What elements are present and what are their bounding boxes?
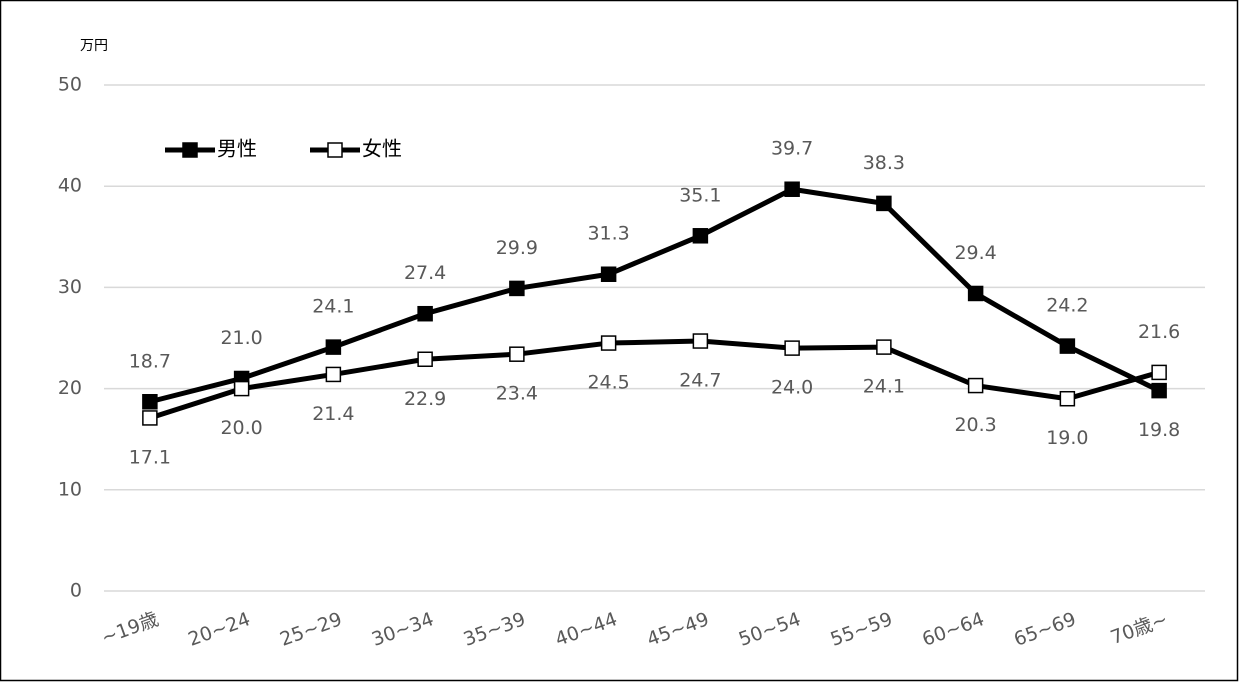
marker — [876, 339, 892, 355]
marker — [509, 280, 525, 297]
marker — [142, 410, 158, 426]
y-tick-label: 30 — [58, 276, 82, 298]
data-label: 17.1 — [129, 446, 171, 468]
data-label: 19.8 — [1138, 419, 1180, 441]
marker — [692, 333, 709, 349]
data-label: 20.0 — [220, 417, 262, 439]
data-label: 24.7 — [679, 370, 721, 392]
data-label: 35.1 — [679, 184, 721, 206]
marker — [1059, 338, 1076, 354]
data-label: 24.1 — [312, 296, 354, 318]
data-label: 18.7 — [129, 350, 171, 372]
y-tick-label: 20 — [58, 377, 82, 399]
y-tick-label: 40 — [58, 175, 82, 197]
y-unit: 万円 — [80, 38, 108, 54]
data-label: 21.4 — [312, 403, 354, 425]
marker — [509, 346, 525, 362]
data-label: 21.6 — [1138, 321, 1180, 343]
data-label: 38.3 — [863, 152, 905, 174]
marker — [692, 228, 709, 244]
data-label: 24.1 — [863, 376, 905, 398]
marker — [1151, 364, 1167, 381]
data-label: 24.5 — [587, 372, 629, 394]
data-label: 27.4 — [404, 262, 446, 284]
data-label: 39.7 — [771, 138, 813, 160]
legend-label: 女性 — [362, 137, 402, 161]
y-tick-label: 0 — [70, 580, 82, 602]
marker — [967, 377, 984, 394]
data-label: 24.0 — [771, 377, 813, 399]
marker — [325, 366, 342, 383]
data-label: 29.4 — [954, 242, 996, 264]
marker — [600, 266, 617, 282]
marker — [1059, 390, 1076, 407]
series-line — [149, 186, 1161, 405]
data-label: 22.9 — [404, 388, 446, 410]
legend-marker — [327, 142, 343, 158]
marker — [325, 339, 342, 355]
marker — [876, 195, 892, 212]
marker — [417, 305, 433, 322]
marker — [784, 181, 800, 197]
y-tick-label: 50 — [58, 74, 82, 96]
data-label: 23.4 — [496, 383, 538, 405]
data-label: 21.0 — [220, 327, 262, 349]
data-label: 29.9 — [496, 237, 538, 259]
series-line — [149, 338, 1160, 421]
y-tick-label: 10 — [58, 478, 82, 500]
marker — [233, 380, 250, 397]
data-label: 19.0 — [1046, 427, 1088, 449]
legend-label: 男性 — [217, 137, 257, 161]
marker — [967, 285, 984, 302]
data-label: 20.3 — [954, 414, 996, 436]
marker — [142, 394, 158, 410]
marker — [1151, 382, 1167, 399]
data-label: 24.2 — [1046, 295, 1088, 317]
data-label: 31.3 — [587, 223, 629, 245]
marker — [784, 340, 800, 356]
marker — [600, 335, 617, 351]
marker — [417, 351, 433, 368]
legend-marker — [182, 142, 198, 158]
